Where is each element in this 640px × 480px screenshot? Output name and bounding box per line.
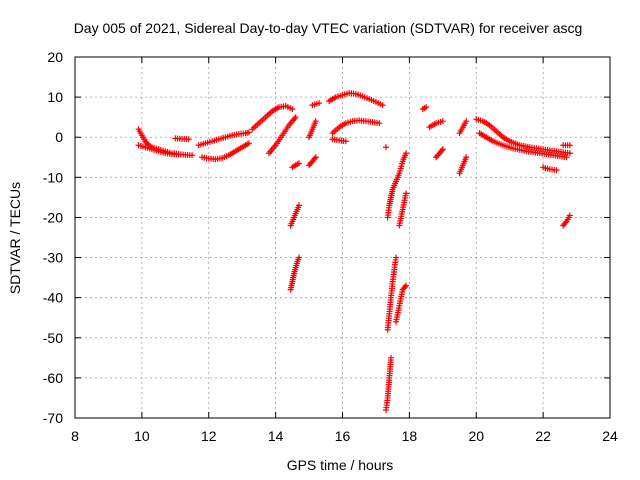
y-tick-label: -60 — [43, 370, 63, 386]
series-sat-y — [433, 146, 446, 161]
x-tick-label: 24 — [602, 428, 618, 444]
x-tick-label: 12 — [201, 428, 217, 444]
data-point — [316, 100, 323, 107]
series-sat-q — [382, 144, 389, 151]
x-tick-label: 16 — [335, 428, 351, 444]
series-sat-ad — [540, 164, 560, 174]
series-sat-ac — [476, 130, 570, 161]
data-point — [296, 202, 303, 209]
data-point — [312, 154, 319, 161]
series-sat-i — [287, 202, 303, 229]
data-point — [296, 254, 303, 261]
y-tick-labels: -70 -60 -50 -40 -30 -20 -10 0 10 20 — [43, 49, 63, 426]
y-tick-label: 10 — [47, 89, 63, 105]
axis-ticks — [74, 56, 611, 419]
data-point — [566, 142, 573, 149]
y-tick-label: 20 — [47, 49, 63, 65]
series-sat-x — [426, 118, 446, 131]
series-sat-g — [265, 114, 299, 157]
series-sat-b — [135, 142, 182, 158]
data-point — [189, 152, 196, 159]
series-sat-n — [326, 90, 386, 109]
data-point — [463, 118, 470, 125]
data-point — [423, 104, 430, 111]
data-point — [245, 129, 252, 136]
data-point — [566, 212, 573, 219]
y-tick-label: -70 — [43, 410, 63, 426]
chart-title: Day 005 of 2021, Sidereal Day-to-day VTE… — [74, 20, 583, 36]
y-tick-label: 0 — [55, 129, 63, 145]
data-point — [376, 120, 383, 127]
data-point — [382, 144, 389, 151]
x-tick-label: 20 — [468, 428, 484, 444]
data-point — [566, 150, 573, 157]
x-axis-label: GPS time / hours — [287, 457, 394, 473]
data-point — [401, 283, 408, 290]
x-tick-labels: 8 10 12 14 16 18 20 22 24 — [71, 428, 618, 444]
series-sat-s — [384, 254, 399, 333]
data-point — [175, 151, 182, 158]
x-tick-label: 14 — [268, 428, 284, 444]
data-point — [438, 147, 445, 154]
y-tick-label: -20 — [43, 209, 63, 225]
series-sat-m — [309, 100, 323, 109]
data-point — [289, 106, 296, 113]
y-tick-label: -30 — [43, 250, 63, 266]
data-point — [403, 150, 410, 157]
series-sat-r — [384, 150, 410, 221]
series-sat-af — [560, 212, 573, 229]
x-tick-label: 10 — [134, 428, 150, 444]
series-sat-o — [329, 117, 383, 137]
data-point — [311, 155, 318, 162]
data-point — [312, 118, 319, 125]
data-point — [403, 190, 410, 197]
series-sat-ae — [560, 142, 573, 149]
data-points — [135, 90, 573, 413]
data-point — [439, 118, 446, 125]
data-point — [342, 138, 349, 145]
data-point — [185, 136, 192, 143]
series-sat-v — [382, 354, 394, 413]
series-sat-w — [419, 104, 430, 113]
series-sat-k — [306, 154, 319, 169]
x-tick-label: 22 — [535, 428, 551, 444]
data-point — [292, 114, 299, 121]
y-tick-label: -10 — [43, 169, 63, 185]
data-point — [562, 219, 569, 226]
data-point — [403, 282, 410, 289]
data-point — [553, 167, 560, 174]
data-point — [393, 254, 399, 261]
series-sat-p — [329, 136, 349, 145]
x-tick-label: 8 — [71, 428, 79, 444]
data-point — [439, 146, 446, 153]
y-axis-label: SDTVAR / TECUs — [7, 182, 23, 294]
series-sat-aa — [456, 118, 470, 137]
data-point — [296, 160, 303, 167]
series-sat-z — [456, 154, 470, 177]
series-sat-f — [249, 102, 296, 133]
data-point — [387, 354, 394, 361]
series-sat-t — [393, 282, 410, 325]
series-sat-c — [172, 135, 192, 143]
series-sat-h — [289, 160, 303, 171]
data-point — [245, 140, 252, 147]
series-sat-l — [306, 118, 319, 141]
data-point — [379, 102, 386, 109]
x-tick-label: 18 — [402, 428, 418, 444]
series-sat-e — [199, 140, 252, 163]
grid — [75, 57, 610, 418]
data-point — [463, 154, 470, 161]
y-tick-label: -50 — [43, 330, 63, 346]
series-sat-j — [287, 254, 303, 293]
y-tick-label: -40 — [43, 290, 63, 306]
series-sat-d — [195, 129, 252, 149]
series-sat-ab — [473, 116, 573, 157]
data-point — [563, 154, 570, 161]
series-sat-u — [396, 190, 410, 229]
